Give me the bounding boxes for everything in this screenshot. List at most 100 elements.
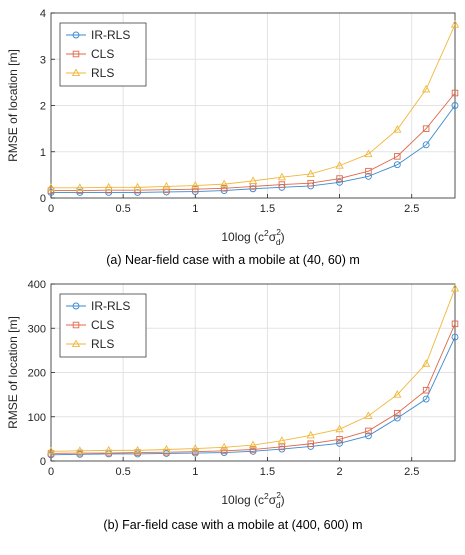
legend-label: RLS [91, 337, 114, 351]
data-point [336, 439, 344, 447]
legend-label: RLS [91, 66, 114, 80]
legend-entry-cls: CLS [66, 47, 114, 61]
y-tick-label: 2 [40, 101, 46, 113]
series-line [50, 288, 456, 452]
y-axis-label: RMSE of location [m] [6, 316, 20, 429]
legend-label: IR-RLS [91, 299, 130, 313]
data-point [72, 31, 80, 39]
data-point [192, 185, 199, 193]
data-point [307, 440, 314, 447]
data-point [422, 125, 430, 132]
data-point [75, 183, 85, 191]
data-point [104, 182, 113, 191]
y-tick-label: 100 [28, 412, 46, 424]
y-tick-label: 1 [40, 147, 46, 159]
x-tick-label: 1.5 [260, 203, 275, 215]
data-point [249, 446, 257, 453]
data-point [336, 436, 343, 443]
data-point [365, 427, 372, 435]
x-tick-label: 1 [192, 466, 198, 478]
data-point [306, 169, 315, 178]
data-point [451, 333, 459, 341]
data-point [393, 390, 402, 398]
data-point [71, 339, 81, 348]
data-point [72, 321, 80, 329]
legend-entry-rls: RLS [66, 337, 114, 351]
y-tick-label: 0 [40, 456, 46, 468]
data-point [162, 444, 171, 453]
data-point [72, 50, 80, 58]
data-point [393, 125, 402, 133]
series-line [51, 24, 456, 189]
data-point [191, 444, 200, 452]
x-tick-label: 2 [337, 203, 343, 215]
legend-entry-cls: CLS [66, 318, 114, 332]
legend-entry-ir-rls: IR-RLS [66, 299, 130, 313]
data-point [46, 446, 56, 455]
chart-panel-2: 0 0.5 1 1.5 2 2.5 0 100 200 300 400 RMSE of locatio… [6, 279, 460, 532]
data-point [336, 175, 343, 182]
data-point [104, 445, 113, 454]
x-axis-label: 10log (c2σ2 d) [221, 227, 284, 247]
data-point [278, 181, 286, 188]
legend-entry-ir-rls: IR-RLS [66, 28, 130, 42]
series-rls [46, 20, 460, 191]
series-line [50, 336, 456, 456]
data-point [450, 20, 460, 28]
x-tick-label: 2 [337, 466, 343, 478]
data-point [394, 153, 401, 160]
y-tick-label: 4 [40, 8, 46, 20]
series-line [51, 92, 456, 192]
data-point [307, 179, 314, 187]
x-tick-label: 0 [48, 203, 54, 215]
data-point [364, 149, 373, 158]
data-point [133, 182, 142, 191]
y-tick-label: 200 [28, 368, 46, 380]
data-point [421, 359, 431, 367]
x-axis-label: 10log (c2σ2 d) [221, 490, 284, 510]
legend-label: CLS [91, 318, 114, 332]
x-tick-label: 2.5 [404, 203, 419, 215]
series-line [51, 105, 456, 193]
chart-caption: (b) Far-field case with a mobile at (400… [103, 518, 362, 532]
chart-caption: (a) Near-field case with a mobile at (40… [106, 253, 360, 267]
data-point [450, 283, 460, 292]
data-point [72, 302, 80, 310]
data-point [220, 447, 228, 455]
data-point [364, 172, 372, 180]
x-tick-label: 0.5 [115, 203, 130, 215]
data-point [364, 432, 372, 440]
data-point [451, 320, 459, 328]
chart-panel-1: 0 0.5 1 1.5 2 2.5 0 1 2 3 4 RMSE of location [m] 10l… [6, 8, 460, 267]
data-point [46, 183, 56, 191]
data-point [422, 395, 430, 403]
x-tick-label: 0 [48, 466, 54, 478]
series-line [50, 323, 456, 454]
data-point [365, 167, 372, 175]
data-point [421, 84, 431, 93]
data-point [336, 178, 344, 186]
series-rls [46, 283, 460, 455]
data-point [75, 446, 85, 454]
x-tick-label: 2.5 [404, 466, 419, 478]
y-tick-label: 3 [40, 54, 46, 66]
data-point [393, 161, 401, 169]
data-point [422, 141, 430, 149]
data-point [220, 185, 228, 192]
legend: IR-RLS CLS RLS [59, 293, 147, 358]
x-tick-label: 1.5 [260, 466, 275, 478]
data-point [278, 443, 286, 451]
y-tick-label: 400 [28, 279, 46, 291]
data-point [335, 424, 344, 433]
data-point [451, 89, 459, 97]
x-tick-label: 1 [192, 203, 198, 215]
data-point [393, 414, 401, 422]
data-point [191, 180, 200, 189]
data-point [71, 68, 81, 77]
legend: IR-RLS CLS RLS [59, 22, 147, 87]
y-tick-label: 0 [40, 193, 46, 205]
data-point [306, 430, 315, 439]
legend-entry-rls: RLS [66, 66, 114, 80]
